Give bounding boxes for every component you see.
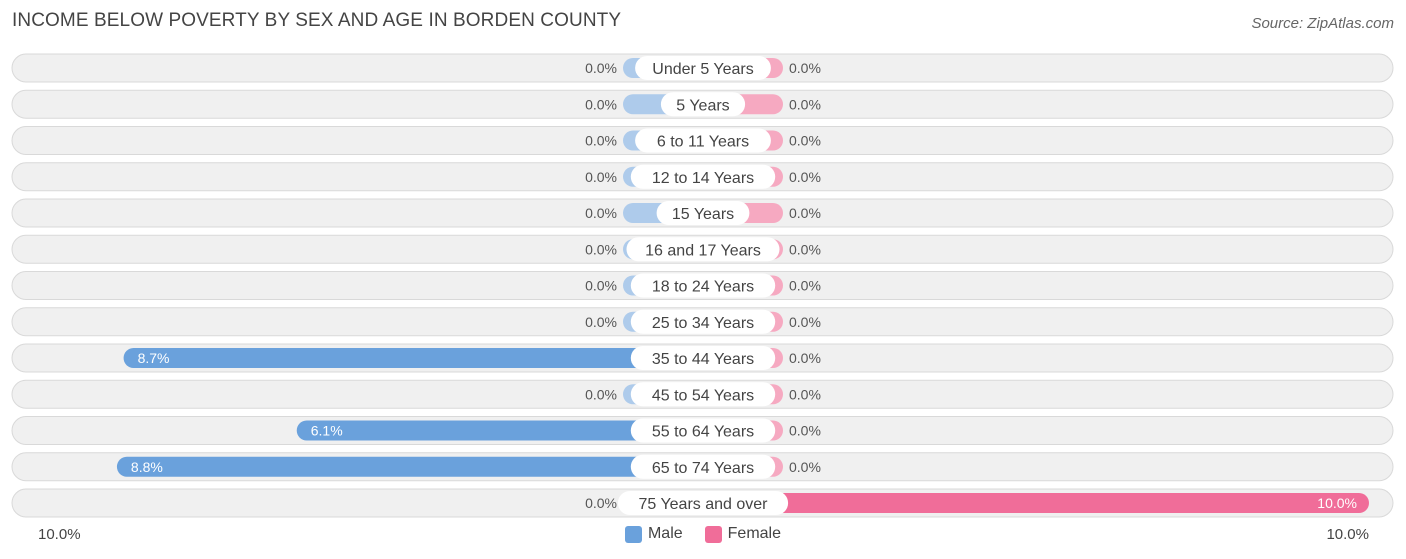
category-pill-15-years bbox=[656, 201, 750, 225]
value-label-male-5-years: 0.0% bbox=[585, 96, 617, 112]
category-pill-25-to-34-years bbox=[630, 309, 776, 334]
value-label-male-12-to-14-years: 0.0% bbox=[585, 169, 617, 185]
category-pill-under-5-years bbox=[635, 56, 771, 80]
category-pill-6-to-11-years bbox=[635, 128, 771, 153]
value-label-male-18-to-24-years: 0.0% bbox=[585, 278, 617, 294]
category-label-16-and-17-years: 16 and 17 Years bbox=[645, 242, 761, 259]
category-label-35-to-44-years: 35 to 44 Years bbox=[652, 351, 754, 368]
value-label-male-35-to-44-years: 8.7% bbox=[138, 350, 170, 366]
value-label-female-35-to-44-years: 0.0% bbox=[789, 350, 821, 366]
value-label-male-45-to-54-years: 0.0% bbox=[585, 386, 617, 402]
bar-male-65-to-74-years[interactable] bbox=[116, 456, 704, 477]
category-pill-12-to-14-years bbox=[630, 164, 776, 189]
bar-male-35-to-44-years[interactable] bbox=[123, 348, 703, 368]
value-label-female-45-to-54-years: 0.0% bbox=[789, 386, 821, 402]
legend: Male Female bbox=[0, 525, 1406, 543]
category-label-25-to-34-years: 25 to 34 Years bbox=[652, 315, 754, 332]
value-label-female-65-to-74-years: 0.0% bbox=[789, 459, 821, 475]
chart: 0.0% 0.0% Under 5 Years 0.0% 0.0% 5 Years 0.0%… bbox=[11, 53, 1394, 518]
value-label-male-25-to-34-years: 0.0% bbox=[585, 314, 617, 330]
category-label-under-5-years: Under 5 Years bbox=[652, 61, 753, 78]
category-label-6-to-11-years: 6 to 11 Years bbox=[657, 134, 749, 151]
category-pill-16-and-17-years bbox=[626, 237, 780, 262]
bar-female-75-years-and-over[interactable] bbox=[703, 493, 1369, 513]
source-label: Source: ZipAtlas.com bbox=[1251, 15, 1394, 32]
legend-swatch-female bbox=[704, 525, 722, 543]
category-pill-45-to-54-years bbox=[630, 382, 776, 407]
category-pill-65-to-74-years bbox=[630, 454, 776, 479]
category-pill-55-to-64-years bbox=[630, 418, 776, 443]
legend-item-female[interactable]: Female bbox=[704, 525, 782, 543]
value-label-female-16-and-17-years: 0.0% bbox=[789, 241, 821, 257]
value-label-female-18-to-24-years: 0.0% bbox=[789, 278, 821, 294]
category-label-45-to-54-years: 45 to 54 Years bbox=[652, 387, 754, 404]
category-label-12-to-14-years: 12 to 14 Years bbox=[652, 170, 754, 187]
category-pill-18-to-24-years bbox=[630, 273, 776, 298]
value-label-female-55-to-64-years: 0.0% bbox=[789, 423, 821, 439]
value-label-female-75-years-and-over: 10.0% bbox=[1317, 495, 1357, 511]
category-pill-75-years-and-over bbox=[617, 491, 789, 515]
category-label-75-years-and-over: 75 Years and over bbox=[639, 496, 769, 513]
category-label-18-to-24-years: 18 to 24 Years bbox=[652, 279, 754, 296]
legend-label-female: Female bbox=[727, 525, 782, 542]
legend-label-male: Male bbox=[647, 525, 683, 542]
value-label-male-15-years: 0.0% bbox=[585, 205, 617, 221]
category-label-5-years: 5 Years bbox=[676, 97, 729, 114]
bar-male-55-to-64-years[interactable] bbox=[296, 420, 703, 441]
value-label-male-55-to-64-years: 6.1% bbox=[311, 423, 343, 439]
category-pill-5-years bbox=[660, 92, 746, 117]
value-label-female-25-to-34-years: 0.0% bbox=[789, 314, 821, 330]
axis-label-right: 10.0% bbox=[1326, 526, 1369, 543]
legend-item-male[interactable]: Male bbox=[624, 525, 683, 543]
value-label-male-6-to-11-years: 0.0% bbox=[585, 133, 617, 149]
value-label-male-under-5-years: 0.0% bbox=[585, 60, 617, 76]
category-label-15-years: 15 Years bbox=[672, 206, 734, 223]
value-label-male-75-years-and-over: 0.0% bbox=[585, 495, 617, 511]
value-label-male-16-and-17-years: 0.0% bbox=[585, 241, 617, 257]
value-label-female-6-to-11-years: 0.0% bbox=[789, 133, 821, 149]
legend-swatch-male bbox=[624, 525, 642, 543]
value-label-female-15-years: 0.0% bbox=[789, 205, 821, 221]
chart-title: INCOME BELOW POVERTY BY SEX AND AGE IN B… bbox=[12, 10, 622, 31]
value-label-female-5-years: 0.0% bbox=[789, 96, 821, 112]
value-label-female-under-5-years: 0.0% bbox=[789, 60, 821, 76]
category-pill-35-to-44-years bbox=[630, 346, 776, 370]
value-label-male-65-to-74-years: 8.8% bbox=[131, 459, 163, 475]
category-label-65-to-74-years: 65 to 74 Years bbox=[652, 460, 754, 477]
category-label-55-to-64-years: 55 to 64 Years bbox=[652, 424, 754, 441]
axis-label-left: 10.0% bbox=[38, 526, 81, 543]
value-label-female-12-to-14-years: 0.0% bbox=[789, 169, 821, 185]
